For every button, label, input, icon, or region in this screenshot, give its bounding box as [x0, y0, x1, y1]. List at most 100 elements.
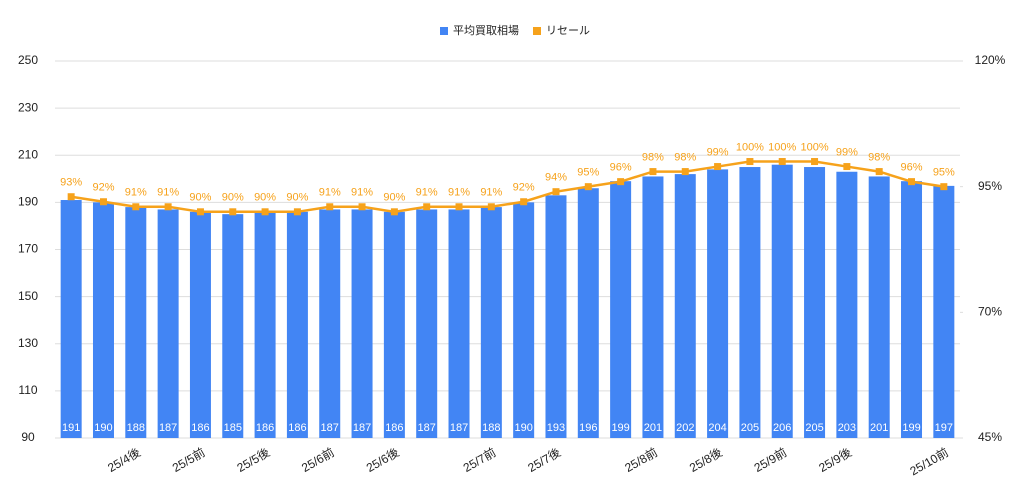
line-point [778, 158, 786, 166]
x-tick-label: 25/8後 [687, 445, 725, 475]
bar-value-label: 186 [191, 422, 209, 434]
bar [836, 171, 858, 438]
bar [771, 164, 793, 439]
bar [383, 211, 405, 438]
line-value-label: 91% [157, 187, 179, 199]
line-point [584, 183, 592, 191]
bar [416, 209, 438, 438]
bar [545, 195, 567, 438]
line-value-label: 91% [480, 187, 502, 199]
bar-value-label: 187 [159, 422, 177, 434]
bar [933, 185, 955, 438]
bar [319, 209, 341, 438]
bar-value-label: 203 [838, 422, 856, 434]
line-value-label: 90% [383, 192, 405, 204]
y-tick-label: 110 [18, 383, 37, 397]
line-value-label: 90% [222, 192, 244, 204]
bar-value-label: 185 [224, 422, 242, 434]
line-value-label: 92% [92, 182, 114, 194]
x-tick-label: 25/10前 [907, 444, 951, 478]
line-point [520, 198, 528, 206]
line-value-label: 92% [513, 182, 535, 194]
y-tick-label: 150 [18, 289, 38, 303]
bar [804, 167, 826, 438]
bar-value-label: 205 [741, 422, 759, 434]
line-value-label: 90% [286, 192, 308, 204]
line-value-label: 91% [351, 187, 373, 199]
line-point [487, 203, 495, 211]
bar-value-label: 187 [418, 422, 436, 434]
x-tick-label: 25/5後 [235, 445, 273, 475]
line-value-label: 91% [319, 187, 341, 199]
bar-value-label: 190 [514, 422, 532, 434]
line-point [552, 188, 560, 196]
bar-value-label: 199 [902, 422, 920, 434]
line-point [908, 178, 916, 186]
y-tick-label: 230 [18, 100, 38, 114]
bar-value-label: 206 [773, 422, 791, 434]
bar [868, 176, 890, 439]
bar-value-label: 187 [450, 422, 468, 434]
legend-label: リセール [546, 24, 590, 37]
bar-value-label: 186 [256, 422, 274, 434]
x-tick-label: 25/9後 [816, 445, 854, 475]
line-value-label: 91% [448, 187, 470, 199]
bar-value-label: 187 [321, 422, 339, 434]
bar [901, 181, 923, 438]
bar [92, 202, 114, 438]
line-point [811, 158, 819, 166]
line-value-label: 95% [577, 167, 599, 179]
line-value-label: 100% [768, 141, 796, 153]
line-value-label: 94% [545, 172, 567, 184]
bar-value-label: 197 [935, 422, 953, 434]
y-tick-label: 90 [21, 430, 35, 444]
line-point [293, 208, 301, 216]
y-tick-label: 130 [18, 336, 38, 350]
bar [577, 188, 599, 438]
x-tick-label: 25/7前 [460, 444, 498, 475]
bar-value-label: 202 [676, 422, 694, 434]
line-value-label: 90% [254, 192, 276, 204]
bar-value-label: 199 [611, 422, 629, 434]
bar [189, 211, 211, 438]
line-point [423, 203, 431, 211]
line-point [132, 203, 140, 211]
legend-swatch [440, 27, 448, 35]
bar-value-label: 187 [353, 422, 371, 434]
line-value-label: 100% [800, 141, 828, 153]
x-tick-label: 25/5前 [169, 444, 207, 475]
line-value-label: 99% [707, 146, 729, 158]
line-point [390, 208, 398, 216]
line-point [875, 168, 883, 176]
line-point [164, 203, 172, 211]
line-point [649, 168, 657, 176]
x-tick-label: 25/7後 [525, 445, 563, 475]
bar-value-label: 188 [482, 422, 500, 434]
line-point [67, 193, 75, 201]
line-value-label: 99% [836, 146, 858, 158]
line-point [681, 168, 689, 176]
bar [480, 207, 502, 438]
line-point [196, 208, 204, 216]
y2-tick-label: 70% [978, 305, 1002, 319]
bar [222, 214, 244, 438]
bar-value-label: 186 [288, 422, 306, 434]
line-point [261, 208, 269, 216]
bar [674, 174, 696, 438]
bar-value-label: 188 [127, 422, 145, 434]
line-value-label: 95% [933, 167, 955, 179]
x-tick-label: 25/4後 [105, 445, 143, 475]
line-value-label: 91% [125, 187, 147, 199]
bar-value-label: 193 [547, 422, 565, 434]
bar-value-label: 190 [94, 422, 112, 434]
bar-value-label: 191 [62, 422, 80, 434]
y2-tick-label: 120% [975, 53, 1006, 67]
bar-value-label: 205 [805, 422, 823, 434]
line-point [940, 183, 948, 191]
bar [286, 211, 308, 438]
bar-value-label: 201 [870, 422, 888, 434]
line-value-label: 96% [901, 162, 923, 174]
line-point [455, 203, 463, 211]
line-value-label: 91% [416, 187, 438, 199]
